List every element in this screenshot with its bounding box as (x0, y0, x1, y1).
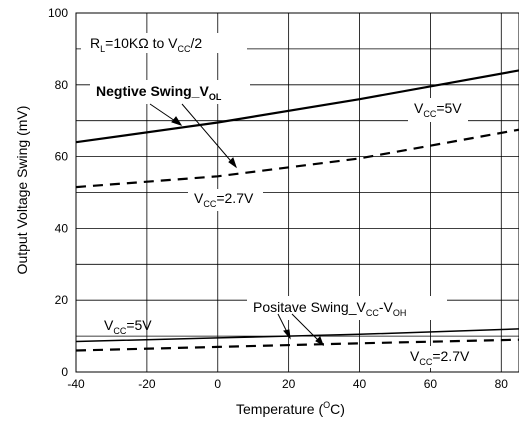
series-line (75, 338, 519, 352)
leader-arrows (149, 103, 324, 347)
y-tick-label: 60 (55, 150, 69, 164)
x-tick-label: -20 (138, 377, 156, 391)
y-tick-label: 20 (55, 293, 69, 307)
negative-swing-label: Negtive Swing_VOL (96, 83, 222, 102)
tick-labels: -40 -20 0 20 40 60 80 0 20 40 60 80 100 (48, 6, 508, 391)
x-tick-label: 40 (353, 377, 367, 391)
neg-vcc27-label: VCC=2.7V (194, 190, 254, 209)
x-tick-label: 20 (282, 377, 296, 391)
y-tick-label: 0 (61, 365, 68, 379)
x-axis-title: Temperature (OC) (236, 400, 345, 417)
series-line (75, 128, 519, 189)
x-tick-label: 60 (424, 377, 438, 391)
arrowhead (315, 336, 324, 347)
condition-label: RL=10KΩ to VCC/2 (90, 35, 202, 54)
y-tick-label: 100 (48, 6, 68, 20)
y-tick-label: 80 (55, 78, 69, 92)
pos-vcc27-label: VCC=2.7V (410, 348, 470, 367)
positive-swing-label: Positave Swing_VCC-VOH (253, 299, 406, 318)
arrowhead (228, 157, 237, 169)
plot-area-frame (75, 12, 519, 373)
x-tick-label: 0 (214, 377, 221, 391)
arrowhead (283, 329, 291, 340)
annotations: RL=10KΩ to VCC/2 Negtive Swing_VOL VCC=5… (81, 33, 483, 368)
neg-vcc5-label: VCC=5V (414, 100, 462, 119)
pos-vcc5-label: VCC=5V (104, 317, 152, 336)
series-line (75, 69, 519, 144)
arrowhead (171, 116, 183, 126)
y-tick-label: 40 (55, 221, 69, 235)
y-axis-title: Output Voltage Swing (mV) (14, 106, 30, 275)
x-tick-label: 80 (495, 377, 509, 391)
x-tick-label: -40 (67, 377, 85, 391)
